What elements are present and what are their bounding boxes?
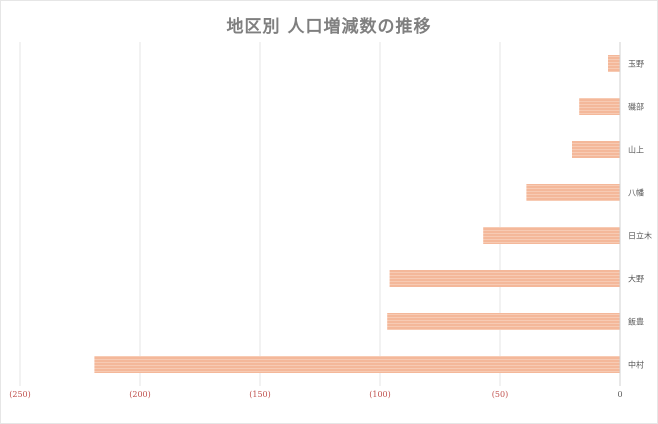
bar-八幡 [526,184,620,201]
x-tick-label: 0 [617,390,622,399]
category-label: 日立木 [628,231,652,241]
category-label: 磯部 [628,102,644,112]
category-label: 飯豊 [628,317,644,327]
bar-玉野 [608,55,620,72]
gridlines [19,42,501,386]
category-label: 八幡 [628,188,644,198]
bar-日立木 [483,227,620,244]
category-label: 玉野 [628,60,644,69]
x-tick-label: (100) [369,390,391,399]
x-tick-label: (250) [9,390,31,399]
bar-中村 [94,356,620,373]
bar-大野 [389,270,620,287]
category-label: 大野 [628,274,644,284]
category-label: 中村 [628,360,644,370]
bar-山上 [572,141,620,158]
x-tick-label: (200) [129,390,151,399]
bars [94,55,620,373]
x-tick-label: (150) [249,390,271,399]
bar-磯部 [579,98,620,115]
bar-飯豊 [387,313,620,330]
category-label: 山上 [628,145,644,155]
x-tick-label: (50) [492,390,508,399]
chart-title: 地区別 人口増減数の推移 [226,17,432,37]
x-tick-labels: (250) (200) (150) (100) (50) 0 [9,390,622,399]
